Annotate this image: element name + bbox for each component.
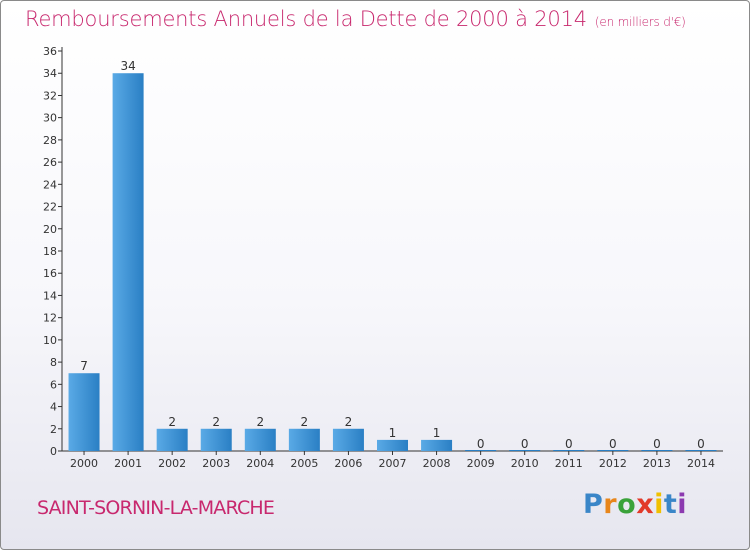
y-tick-label: 32 (43, 89, 57, 102)
y-tick-label: 14 (43, 289, 57, 302)
x-tick-label-2003: 2003 (202, 457, 230, 470)
bar-2001 (112, 73, 144, 451)
x-tick-label-2007: 2007 (379, 457, 407, 470)
x-tick-label-2001: 2001 (114, 457, 142, 470)
logo-letter: P (583, 489, 604, 520)
value-label-2010: 0 (521, 437, 529, 451)
x-tick-label-2008: 2008 (423, 457, 451, 470)
x-tick-label-2005: 2005 (290, 457, 318, 470)
value-label-2007: 1 (389, 426, 397, 440)
value-label-2003: 2 (212, 415, 220, 429)
value-label-2005: 2 (301, 415, 309, 429)
x-tick-label-2006: 2006 (334, 457, 362, 470)
x-tick-label-2004: 2004 (246, 457, 274, 470)
x-tick-label-2002: 2002 (158, 457, 186, 470)
y-tick-label: 10 (43, 334, 57, 347)
commune-name: SAINT-SORNIN-LA-MARCHE (37, 497, 275, 519)
value-label-2011: 0 (565, 437, 573, 451)
x-tick-label-2009: 2009 (467, 457, 495, 470)
x-tick-label-2013: 2013 (643, 457, 671, 470)
y-tick-label: 2 (50, 423, 57, 436)
y-tick-label: 0 (50, 445, 57, 458)
bar-2007 (377, 439, 408, 451)
bar-2002 (156, 428, 188, 451)
value-label-2013: 0 (653, 437, 661, 451)
bar-2008 (421, 439, 453, 451)
bar-2014 (685, 450, 717, 451)
chart-title-text: Remboursements Annuels de la Dette de 20… (25, 7, 587, 31)
x-tick-label-2010: 2010 (511, 457, 539, 470)
logo-letter: i (677, 489, 688, 520)
value-label-2001: 34 (120, 59, 135, 73)
bar-2003 (200, 428, 232, 451)
logo-letter: r (603, 489, 618, 520)
y-tick-label: 6 (50, 378, 57, 391)
y-tick-label: 20 (43, 223, 57, 236)
y-tick-label: 4 (50, 401, 57, 414)
x-tick-label-2011: 2011 (555, 457, 583, 470)
y-tick-label: 18 (43, 245, 57, 258)
value-label-2004: 2 (256, 415, 264, 429)
bar-2004 (244, 428, 276, 451)
chart-unit: (en milliers d'€) (594, 15, 686, 29)
logo-letter: o (617, 489, 637, 520)
bar-2006 (332, 428, 364, 451)
bar-2010 (509, 450, 541, 451)
y-tick-label: 12 (43, 312, 57, 325)
y-tick-label: 22 (43, 201, 57, 214)
value-label-2012: 0 (609, 437, 617, 451)
y-tick-label: 36 (43, 45, 57, 58)
logo-letter: i (654, 489, 664, 520)
value-label-2014: 0 (697, 437, 705, 451)
bars-group: 7 34 2 2 2 2 2 1 1 0 0 0 0 0 0 (68, 59, 717, 451)
y-tick-label: 24 (43, 178, 57, 191)
x-tick-label-2014: 2014 (687, 457, 715, 470)
chart-title: Remboursements Annuels de la Dette de 20… (25, 7, 686, 31)
y-tick-label: 8 (50, 356, 57, 369)
y-tick-label: 26 (43, 156, 57, 169)
bar-2013 (641, 450, 673, 451)
bar-2009 (465, 450, 497, 451)
bar-2000 (68, 373, 100, 451)
logo-letter: t (663, 489, 678, 520)
proxiti-logo: Proxiti (583, 489, 687, 520)
value-label-2002: 2 (168, 415, 176, 429)
y-tick-label: 16 (43, 267, 57, 280)
value-label-2006: 2 (345, 415, 353, 429)
bar-2011 (553, 450, 585, 451)
y-tick-label: 34 (43, 67, 57, 80)
logo-letter: x (636, 489, 655, 520)
y-tick-label: 30 (43, 112, 57, 125)
bar-2005 (288, 428, 320, 451)
y-tick-label: 28 (43, 134, 57, 147)
x-axis: 2000 2001 2002 2003 2004 2005 2006 2007 2008 2009… (62, 450, 723, 470)
value-label-2008: 1 (433, 426, 441, 440)
x-tick-label-2000: 2000 (70, 457, 98, 470)
value-label-2009: 0 (477, 437, 485, 451)
value-label-2000: 7 (80, 359, 88, 373)
x-tick-label-2012: 2012 (599, 457, 627, 470)
bar-2012 (597, 450, 629, 451)
